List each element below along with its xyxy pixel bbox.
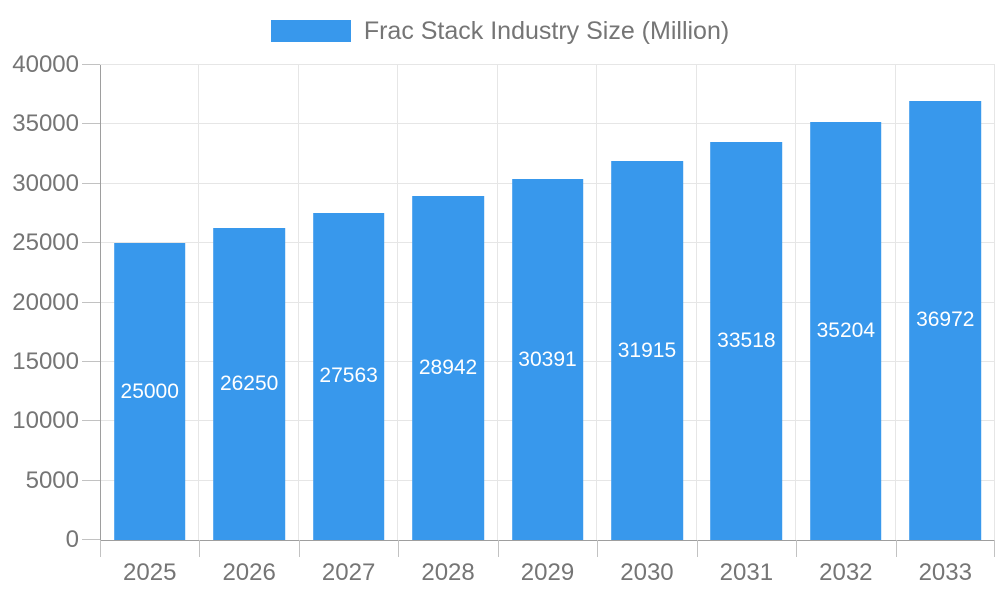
- gridline-vertical: [695, 65, 697, 540]
- bar[interactable]: 27563: [312, 212, 385, 540]
- bar-value-label: 25000: [120, 379, 179, 403]
- x-axis-tick-label: 2028: [421, 559, 475, 586]
- bar[interactable]: 30391: [511, 179, 584, 540]
- x-axis-tick-mark: [199, 540, 201, 557]
- bar-value-label: 36972: [916, 308, 975, 332]
- y-axis-tick-mark: [82, 360, 100, 362]
- chart-legend[interactable]: Frac Stack Industry Size (Million): [0, 17, 1000, 45]
- plot-area: 25000 26250 27563 28942 30391 31915 33518 35204…: [100, 64, 995, 540]
- y-axis-ticks: [82, 64, 100, 540]
- y-axis-tick-label: 40000: [12, 51, 79, 78]
- bar[interactable]: 25000: [113, 243, 186, 540]
- x-axis-tick-mark: [796, 540, 798, 557]
- y-axis-tick-label: 20000: [12, 288, 79, 316]
- x-axis-tick-mark: [895, 540, 897, 557]
- x-axis-tick-label: 2027: [321, 559, 376, 586]
- gridline-vertical: [894, 65, 896, 540]
- y-axis-tick-mark: [82, 242, 100, 244]
- x-axis-tick-mark: [497, 540, 499, 557]
- bar-value-label: 28942: [418, 356, 478, 380]
- x-axis-tick-label: 2032: [819, 559, 873, 586]
- y-axis-tick-mark: [82, 301, 100, 303]
- x-axis-tick-mark: [100, 540, 101, 557]
- y-axis-tick-labels: 0 5000 10000 15000 20000 25000 30000 35000 40000: [0, 52, 79, 553]
- y-axis-line: [100, 65, 101, 557]
- gridline-vertical: [994, 65, 995, 540]
- gridline-vertical: [596, 65, 598, 540]
- gridline-vertical: [198, 65, 200, 540]
- x-axis-line: [100, 540, 995, 541]
- x-axis-tick-mark: [597, 540, 599, 557]
- y-axis-tick-mark: [82, 182, 100, 184]
- bar-value-label: 31915: [617, 338, 677, 362]
- y-axis-tick-mark: [82, 539, 100, 540]
- x-axis-tick-label: 2025: [123, 559, 177, 586]
- gridline-vertical: [297, 65, 299, 540]
- y-axis-tick-mark: [82, 479, 100, 481]
- bar-value-label: 27563: [319, 364, 378, 388]
- legend-swatch-icon: [270, 20, 351, 42]
- y-axis-tick-mark: [82, 420, 100, 422]
- y-axis-tick-label: 15000: [12, 347, 79, 375]
- bar[interactable]: 35204: [810, 121, 882, 540]
- y-axis-tick-mark: [82, 64, 100, 65]
- x-axis-tick-label: 2026: [222, 559, 276, 586]
- gridline-vertical: [496, 65, 498, 540]
- y-axis-tick-label: 10000: [12, 407, 79, 435]
- bar-value-label: 33518: [717, 328, 776, 352]
- x-axis-tick-mark: [696, 540, 698, 557]
- y-axis-tick-label: 0: [65, 526, 79, 553]
- x-axis-tick-mark: [398, 540, 400, 557]
- y-axis-tick-label: 5000: [25, 466, 79, 494]
- gridline-horizontal: [100, 123, 995, 125]
- gridline-vertical: [397, 65, 399, 540]
- bar-value-label: 26250: [219, 372, 279, 396]
- x-axis-tick-labels: 2025 2026 2027 2028 2029 2030 2031 2032 2033: [100, 559, 995, 587]
- bar[interactable]: 36972: [909, 100, 982, 540]
- bar[interactable]: 26250: [213, 228, 285, 540]
- gridline-vertical: [795, 65, 797, 540]
- gridline-horizontal: [100, 64, 995, 65]
- x-axis-tick-label: 2030: [620, 559, 674, 586]
- x-axis-tick-label: 2029: [520, 559, 575, 586]
- x-axis-tick-label: 2031: [719, 559, 774, 586]
- bar-value-label: 30391: [518, 347, 577, 371]
- legend-label: Frac Stack Industry Size (Million): [363, 16, 730, 45]
- x-axis-tick-mark: [298, 540, 300, 557]
- bar[interactable]: 33518: [710, 141, 783, 540]
- x-axis-ticks: [100, 540, 995, 557]
- y-axis-tick-label: 30000: [12, 169, 79, 197]
- y-axis-tick-label: 35000: [12, 110, 79, 138]
- bar-value-label: 35204: [816, 318, 876, 342]
- x-axis-tick-mark: [994, 540, 995, 557]
- bar[interactable]: 31915: [611, 161, 683, 540]
- y-axis-tick-mark: [82, 123, 100, 125]
- y-axis-tick-label: 25000: [12, 229, 79, 257]
- x-axis-tick-label: 2033: [918, 559, 972, 586]
- bar[interactable]: 28942: [412, 196, 484, 540]
